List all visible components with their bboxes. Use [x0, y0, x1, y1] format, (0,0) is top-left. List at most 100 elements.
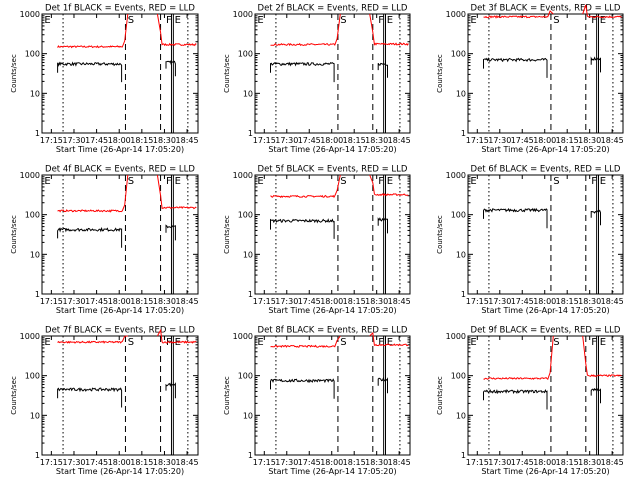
y-axis-label: Counts/sec	[223, 376, 231, 415]
x-tick-label: 18:45	[176, 136, 199, 145]
x-tick-label: 17:30	[62, 297, 85, 306]
y-tick-label: 1	[248, 451, 253, 460]
lld-series-line	[57, 174, 197, 213]
detector-panel-3: Det 3f BLACK = Events, RED = LLD 1 10 100 10…	[436, 4, 624, 155]
x-tick-label: 18:30	[365, 297, 388, 306]
x-tick-label: 17:45	[85, 458, 108, 467]
event-marker-label: E	[600, 176, 606, 187]
events-series-line	[483, 387, 601, 410]
event-marker-label: F	[591, 337, 597, 348]
detector-panel-9: Det 9f BLACK = Events, RED = LLD 1 10 100 10…	[436, 326, 624, 477]
x-tick-label: 18:30	[578, 136, 601, 145]
event-marker-label: E	[470, 337, 476, 348]
x-tick-label: 18:00	[108, 297, 131, 306]
events-series-line	[270, 217, 388, 239]
x-tick-label: 18:30	[365, 458, 388, 467]
panel-title: Det 9f BLACK = Events, RED = LLD	[471, 326, 621, 336]
x-tick-label: 18:45	[388, 297, 411, 306]
x-tick-label: 18:45	[176, 458, 199, 467]
x-tick-label: 17:30	[275, 136, 298, 145]
y-tick-label: 1000	[233, 332, 253, 341]
x-axis-label: Start Time (26-Apr-14 17:05:20)	[481, 467, 609, 476]
x-tick-label: 17:30	[62, 458, 85, 467]
event-marker-label: S	[128, 337, 134, 348]
y-tick-label: 10	[30, 411, 40, 420]
y-tick-label: 10	[456, 411, 466, 420]
x-tick-label: 17:30	[62, 136, 85, 145]
event-marker-label: E	[175, 15, 181, 26]
y-tick-label: 10	[243, 250, 253, 259]
detector-panel-2: Det 2f BLACK = Events, RED = LLD 1 10 100 10…	[223, 4, 411, 155]
y-tick-label: 10	[30, 250, 40, 259]
y-axis-label: Counts/sec	[436, 376, 444, 415]
plot-frame	[41, 13, 199, 134]
x-tick-label: 18:00	[320, 458, 343, 467]
x-tick-label: 17:15	[253, 136, 276, 145]
y-axis-label: Counts/sec	[10, 54, 18, 93]
x-tick-label: 17:15	[40, 458, 63, 467]
x-tick-label: 17:15	[253, 458, 276, 467]
y-tick-label: 1000	[20, 332, 40, 341]
events-series-line	[483, 56, 601, 78]
events-series-line	[270, 377, 388, 399]
panel-title: Det 4f BLACK = Events, RED = LLD	[45, 165, 195, 175]
y-axis-label: Counts/sec	[10, 376, 18, 415]
y-axis-label: Counts/sec	[436, 54, 444, 93]
plot-frame	[254, 174, 411, 295]
x-tick-label: 17:30	[275, 458, 298, 467]
event-marker-label: E	[175, 176, 181, 187]
x-tick-label: 18:30	[153, 136, 176, 145]
x-tick-label: 18:00	[533, 458, 556, 467]
panel-title: Det 1f BLACK = Events, RED = LLD	[45, 4, 195, 14]
event-marker-label: E	[257, 176, 263, 187]
y-tick-label: 1000	[20, 10, 40, 19]
lld-series-line	[270, 331, 409, 348]
x-tick-label: 18:00	[533, 136, 556, 145]
event-marker-label: E	[387, 337, 393, 348]
y-tick-label: 100	[238, 50, 253, 59]
y-tick-label: 1	[35, 451, 40, 460]
event-marker-label: E	[44, 176, 50, 187]
x-tick-label: 17:30	[488, 136, 511, 145]
y-tick-label: 10	[243, 411, 253, 420]
panel-title: Det 3f BLACK = Events, RED = LLD	[471, 4, 621, 14]
y-tick-label: 1000	[446, 332, 466, 341]
events-series-line	[483, 207, 601, 229]
events-series-line	[57, 382, 176, 408]
x-tick-label: 17:15	[253, 297, 276, 306]
plot-frame	[254, 335, 411, 456]
x-axis-label: Start Time (26-Apr-14 17:05:20)	[268, 306, 396, 315]
y-tick-label: 10	[243, 89, 253, 98]
detector-panel-7: Det 7f BLACK = Events, RED = LLD 1 10 100 10…	[10, 326, 199, 477]
x-tick-label: 18:00	[320, 136, 343, 145]
event-marker-label: S	[340, 176, 346, 187]
event-marker-label: E	[257, 15, 263, 26]
x-tick-label: 17:15	[466, 136, 489, 145]
event-marker-label: E	[44, 15, 50, 26]
event-marker-label: S	[128, 176, 134, 187]
panel-title: Det 6f BLACK = Events, RED = LLD	[471, 165, 621, 175]
y-axis-label: Counts/sec	[10, 215, 18, 254]
x-tick-label: 17:15	[40, 136, 63, 145]
x-tick-label: 17:15	[466, 458, 489, 467]
plot-frame	[41, 174, 199, 295]
lld-series-line	[270, 174, 409, 199]
event-marker-label: F	[378, 337, 384, 348]
x-tick-label: 18:00	[108, 136, 131, 145]
x-axis-label: Start Time (26-Apr-14 17:05:20)	[481, 145, 609, 154]
event-marker-label: E	[387, 15, 393, 26]
plot-frame	[467, 174, 624, 295]
event-marker-label: E	[387, 176, 393, 187]
x-tick-label: 18:30	[578, 458, 601, 467]
x-tick-label: 18:15	[556, 458, 579, 467]
x-tick-label: 17:45	[85, 297, 108, 306]
x-tick-label: 18:00	[533, 297, 556, 306]
detector-panel-6: Det 6f BLACK = Events, RED = LLD 1 10 100 10…	[436, 165, 624, 316]
y-tick-label: 1000	[446, 171, 466, 180]
event-marker-label: E	[600, 337, 606, 348]
x-tick-label: 18:15	[130, 136, 153, 145]
x-axis-label: Start Time (26-Apr-14 17:05:20)	[481, 306, 609, 315]
y-tick-label: 10	[456, 89, 466, 98]
y-tick-label: 1000	[233, 171, 253, 180]
event-marker-label: E	[470, 176, 476, 187]
